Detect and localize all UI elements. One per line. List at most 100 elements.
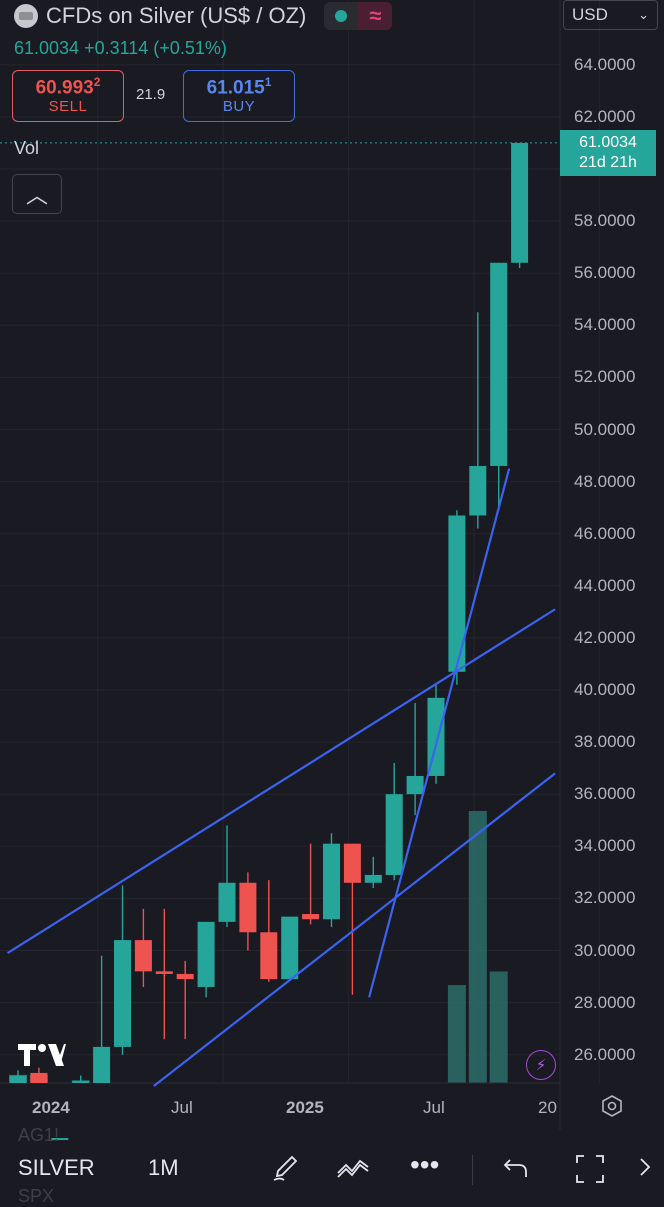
- trendline: [6, 608, 556, 955]
- y-axis-label: 48.0000: [574, 471, 636, 491]
- candle: [281, 916, 299, 980]
- buy-price: 61.015: [206, 77, 265, 99]
- y-axis-label: 54.0000: [574, 315, 636, 335]
- candle-body: [155, 971, 173, 974]
- volume-bar: [468, 811, 487, 1083]
- candle: [9, 1070, 27, 1083]
- candle: [364, 856, 382, 888]
- candle: [176, 960, 194, 1040]
- price-chart[interactable]: [0, 0, 664, 1145]
- sell-price-pip: 2: [93, 75, 101, 89]
- candle-body: [323, 843, 340, 920]
- candle: [239, 872, 257, 951]
- spread-value: 21.9: [136, 86, 166, 103]
- candle: [448, 510, 466, 685]
- brush-icon[interactable]: [270, 1153, 300, 1190]
- candle: [511, 142, 529, 268]
- candle-body: [197, 921, 215, 987]
- currency-select[interactable]: USD ⌄: [563, 0, 658, 30]
- candle-body: [364, 874, 382, 883]
- y-axis-label: 28.0000: [574, 992, 636, 1012]
- candle-body: [134, 940, 152, 972]
- sell-label: SELL: [48, 98, 88, 116]
- instrument-title[interactable]: CFDs on Silver (US$ / OZ) ≈: [14, 2, 393, 30]
- candle: [323, 833, 340, 928]
- chevron-right-icon[interactable]: [638, 1153, 652, 1188]
- sell-price: 60.993: [35, 77, 94, 99]
- chevron-down-icon: ⌄: [638, 7, 649, 22]
- ghost-symbol: AG1!: [18, 1125, 60, 1145]
- buy-price-pip: 1: [264, 75, 272, 89]
- candle: [155, 908, 173, 1040]
- volume-indicator-label[interactable]: Vol: [14, 138, 40, 158]
- instrument-name: CFDs on Silver (US$ / OZ): [46, 3, 307, 28]
- chart-grid: [0, 0, 600, 1083]
- candle-body: [51, 1138, 69, 1141]
- candle: [218, 825, 236, 928]
- market-status[interactable]: ≈: [324, 2, 393, 30]
- y-axis-label: 42.0000: [574, 627, 636, 647]
- candle-body: [448, 515, 466, 672]
- y-axis-label: 40.0000: [574, 680, 636, 699]
- x-axis-label: Jul: [423, 1098, 445, 1117]
- candle: [490, 262, 508, 511]
- buy-button[interactable]: 61.0151 BUY: [183, 70, 295, 122]
- lightning-icon[interactable]: ⚡: [526, 1050, 556, 1080]
- last-price-value: 61.0034: [579, 134, 637, 151]
- candle-body: [469, 465, 487, 516]
- fullscreen-icon[interactable]: [574, 1153, 606, 1192]
- collapse-indicators-button[interactable]: ︿: [12, 174, 62, 214]
- candle-body: [93, 1046, 111, 1083]
- candle-body: [385, 794, 403, 875]
- ghost-symbol-2: SPX: [18, 1186, 55, 1206]
- candle-body: [176, 973, 194, 980]
- y-axis-label: 58.0000: [574, 211, 636, 231]
- bottom-toolbar: SILVER 1M •••: [0, 1145, 664, 1193]
- chart-settings-icon[interactable]: [600, 1094, 624, 1124]
- market-open-icon: [324, 2, 359, 30]
- more-options-icon[interactable]: •••: [410, 1149, 440, 1180]
- x-axis-label: 2025: [286, 1098, 324, 1117]
- y-axis-label: 52.0000: [574, 367, 636, 387]
- candle: [51, 1138, 69, 1141]
- silver-logo-icon: [14, 4, 38, 28]
- x-axis-label: 20: [538, 1098, 557, 1117]
- candle: [469, 312, 487, 529]
- interval-button[interactable]: 1M: [148, 1155, 179, 1180]
- y-axis-label: 26.0000: [574, 1044, 636, 1064]
- indicators-icon[interactable]: [336, 1153, 370, 1190]
- y-axis-label: 30.0000: [574, 940, 636, 960]
- toolbar-divider: [472, 1155, 473, 1185]
- candle-body: [114, 940, 131, 1047]
- candle-body: [511, 142, 529, 263]
- volume-bar: [489, 971, 508, 1083]
- currency-value: USD: [572, 5, 608, 24]
- candle-body: [302, 914, 320, 920]
- undo-icon[interactable]: [502, 1153, 530, 1188]
- volume-bars: [9, 811, 508, 1083]
- trendlines: [6, 468, 556, 1087]
- candle: [406, 703, 424, 816]
- bar-countdown: 21d 21h: [579, 154, 637, 171]
- sell-button[interactable]: 60.9932 SELL: [12, 70, 124, 122]
- candle: [30, 1067, 48, 1083]
- x-axis-label: Jul: [171, 1098, 193, 1117]
- last-price-tag: 61.0034 21d 21h: [560, 130, 656, 176]
- candle-body: [72, 1080, 90, 1083]
- candle-body: [239, 882, 257, 933]
- symbol-button[interactable]: SILVER: [18, 1155, 95, 1180]
- y-axis-label: 38.0000: [574, 732, 636, 752]
- trendline: [368, 468, 511, 998]
- volume-bar: [447, 985, 466, 1083]
- trendline: [153, 772, 556, 1087]
- x-axis-label: 2024: [32, 1098, 70, 1117]
- y-axis-label: 50.0000: [574, 419, 636, 439]
- candle-body: [218, 882, 236, 922]
- buy-label: BUY: [222, 98, 256, 116]
- candle: [385, 762, 403, 881]
- y-axis-label: 56.0000: [574, 263, 636, 283]
- candle-body: [260, 932, 278, 980]
- y-axis-label: 64.0000: [574, 54, 636, 74]
- y-axis-label: 34.0000: [574, 836, 636, 856]
- delayed-data-icon: ≈: [358, 2, 393, 30]
